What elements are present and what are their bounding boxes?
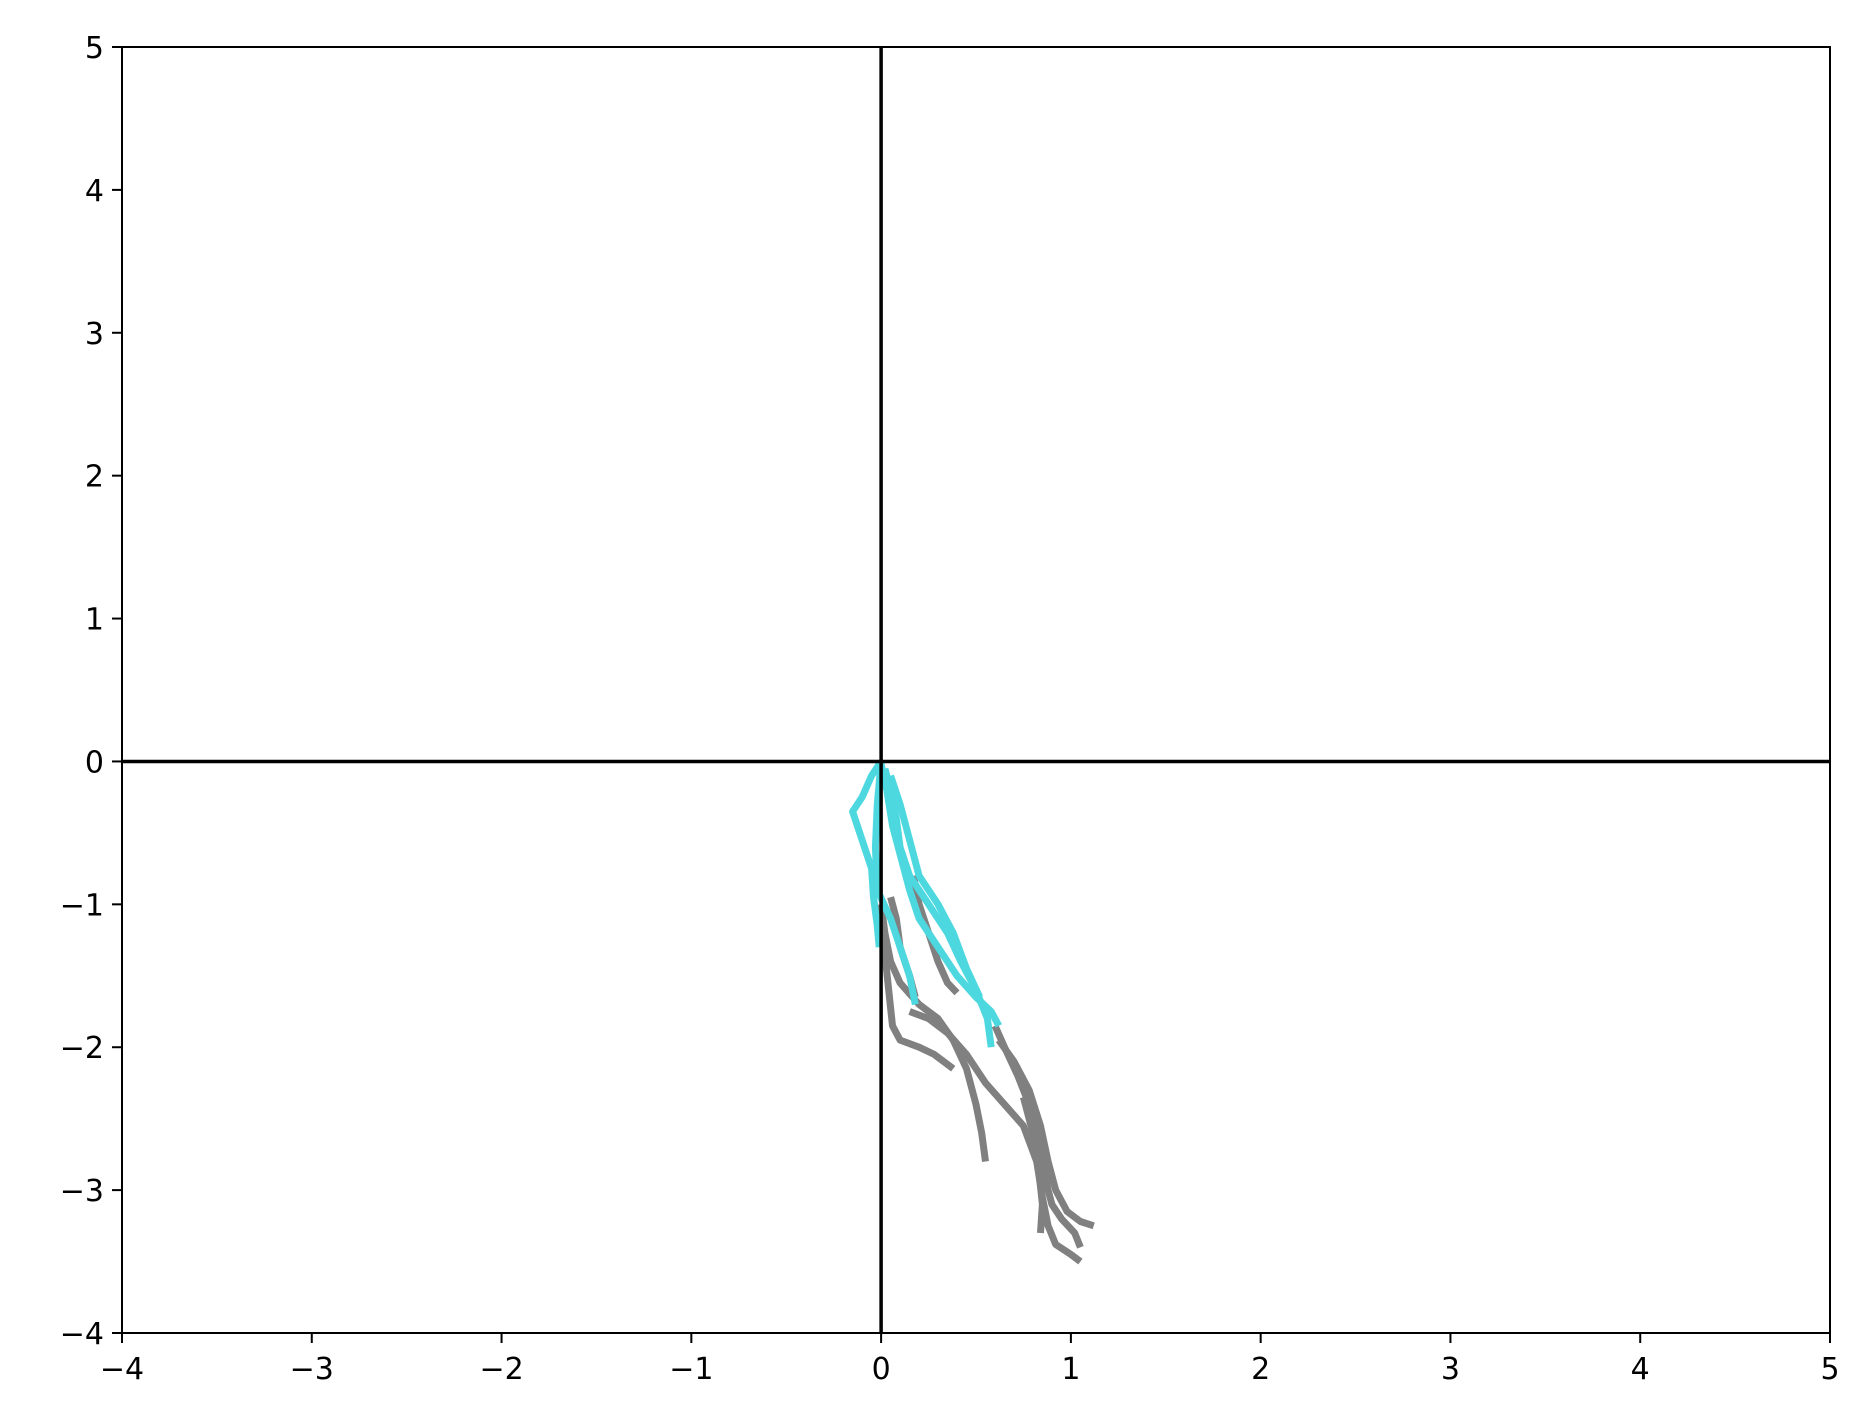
x-tick-label: −3 bbox=[290, 1352, 334, 1387]
series-line-cyan-13 bbox=[887, 774, 983, 999]
series-line-gray-7 bbox=[995, 1038, 1095, 1230]
x-tick-label: −2 bbox=[479, 1352, 523, 1387]
y-tick-label: 2 bbox=[85, 460, 104, 495]
series-layer bbox=[849, 759, 1095, 1265]
series-line-gray-5 bbox=[909, 875, 960, 996]
reference-lines bbox=[122, 47, 1830, 1333]
y-tick-label: −3 bbox=[60, 1174, 104, 1209]
y-tick-label: 1 bbox=[85, 603, 104, 638]
series-line-cyan-9 bbox=[849, 759, 885, 948]
x-tick-label: −4 bbox=[100, 1352, 144, 1387]
x-tick-label: 2 bbox=[1251, 1352, 1270, 1387]
series-line-gray-8 bbox=[1020, 1096, 1046, 1234]
y-tick-label: 3 bbox=[85, 317, 104, 352]
y-tick-label: −4 bbox=[60, 1317, 104, 1352]
series-line-cyan-12 bbox=[871, 761, 919, 1006]
y-tick-label: 5 bbox=[85, 31, 104, 66]
x-tick-label: −1 bbox=[669, 1352, 713, 1387]
y-tick-label: 0 bbox=[85, 745, 104, 780]
series-line-cyan-11 bbox=[877, 763, 1002, 1028]
tick-layer: −4 −3 −2 −1 0 1 2 3 4 5 −4 −3 −2 −1 0 1 2 3 4 5 bbox=[60, 31, 1840, 1387]
series-line-gray-4 bbox=[908, 1008, 1083, 1265]
plot-frame bbox=[121, 46, 1831, 1334]
x-tick-label: 3 bbox=[1441, 1352, 1460, 1387]
x-tick-label: 1 bbox=[1061, 1352, 1080, 1387]
y-tick-label: 4 bbox=[85, 174, 104, 209]
series-line-gray-1 bbox=[877, 903, 989, 1162]
x-tick-label: 0 bbox=[872, 1352, 891, 1387]
x-tick-label: 5 bbox=[1820, 1352, 1839, 1387]
y-tick-label: −1 bbox=[60, 888, 104, 923]
y-tick-label: −2 bbox=[60, 1031, 104, 1066]
x-tick-label: 4 bbox=[1631, 1352, 1650, 1387]
series-line-gray-2 bbox=[877, 918, 956, 1072]
